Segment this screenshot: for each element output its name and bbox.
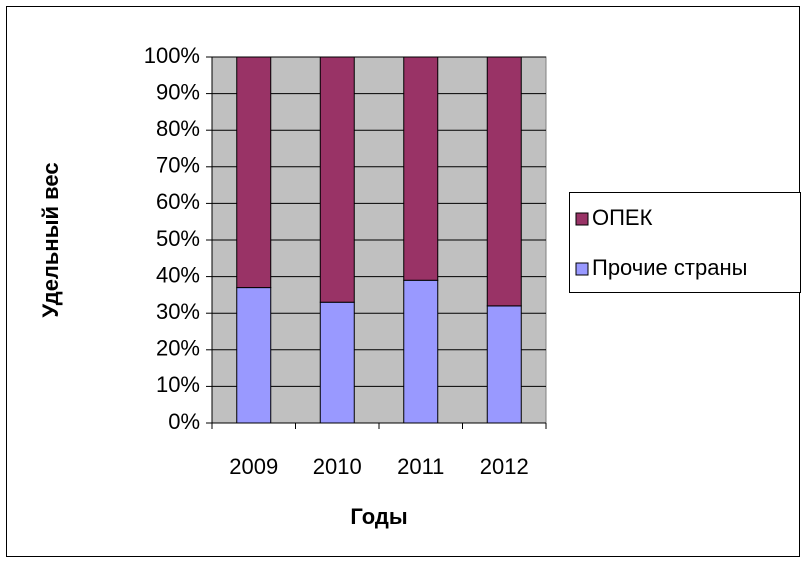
legend-label: ОПЕК — [592, 205, 653, 230]
legend-swatch — [575, 212, 589, 226]
legend-box — [569, 192, 801, 293]
y-axis-title: Удельный вес — [38, 162, 63, 317]
bar-segment — [403, 56, 439, 281]
y-tick-label: 0% — [168, 409, 200, 434]
y-tick-label: 50% — [156, 226, 200, 251]
y-tick-label: 80% — [156, 116, 200, 141]
y-tick-label: 60% — [156, 189, 200, 214]
x-axis-title: Годы — [350, 504, 407, 529]
y-tick-label: 40% — [156, 262, 200, 287]
y-tick-label: 100% — [144, 43, 200, 68]
y-tick-label: 90% — [156, 79, 200, 104]
x-tick-label: 2009 — [229, 454, 278, 479]
bar-segment — [319, 301, 355, 424]
y-tick-label: 30% — [156, 299, 200, 324]
y-tick-label: 20% — [156, 336, 200, 361]
bar-segment — [319, 56, 355, 303]
legend-swatch — [575, 262, 589, 276]
legend-label: Прочие страны — [592, 255, 747, 280]
bar-segment — [486, 305, 522, 424]
x-tick-label: 2011 — [397, 454, 444, 479]
x-tick-label: 2012 — [480, 454, 529, 479]
y-tick-label: 70% — [156, 153, 200, 178]
bar-segment — [236, 287, 272, 424]
y-tick-label: 10% — [156, 372, 200, 397]
bar-segment — [486, 56, 522, 307]
bar-segment — [236, 56, 272, 289]
bar-segment — [403, 279, 439, 424]
x-tick-label: 2010 — [313, 454, 362, 479]
